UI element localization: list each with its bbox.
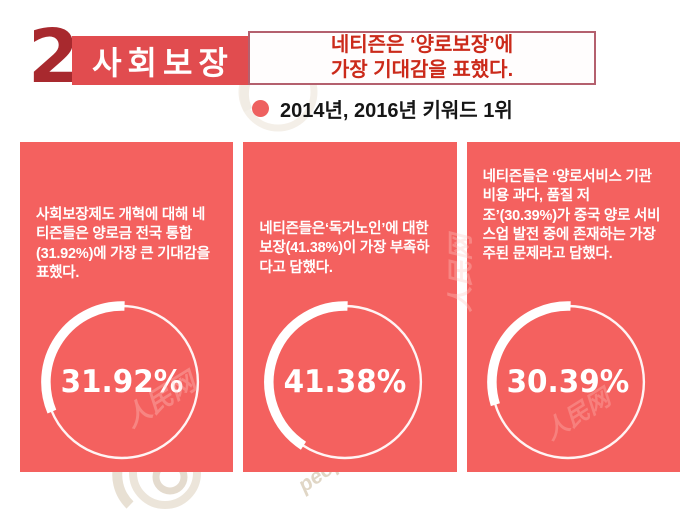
section-title: 사회보장 — [92, 44, 234, 81]
percent-value: 41.38% — [283, 364, 407, 400]
stat-cards: 사회보장제도 개혁에 대해 네티즌들은 양로금 전국 통합(31.92%)에 가… — [20, 142, 680, 472]
donut-gauge: 41.38% — [260, 297, 430, 467]
percent-value: 30.39% — [506, 364, 630, 400]
bullet-icon — [252, 100, 269, 117]
donut-gauge: 30.39% — [483, 297, 653, 467]
headline-line-1: 네티즌은 ‘양로보장’에 — [330, 34, 514, 56]
donut-gauge: 31.92% — [37, 297, 207, 467]
stat-card-service-cost-quality: 네티즌들은 ‘양로서비스 기관 비용 과다, 품질 저조’(30.39%)가 중… — [466, 142, 680, 472]
headline-box: 네티즌은 ‘양로보장’에 가장 기대감을 표했다. — [248, 31, 596, 85]
card-description: 네티즌들은 ‘양로서비스 기관 비용 과다, 품질 저조’(30.39%)가 중… — [482, 169, 661, 263]
stat-card-pension-unification: 사회보장제도 개혁에 대해 네티즌들은 양로금 전국 통합(31.92%)에 가… — [20, 142, 234, 472]
keyword-note: 2014년, 2016년 키워드 1위 — [280, 100, 513, 122]
donut-chart-icon — [487, 301, 646, 460]
card-description: 사회보장제도 개혁에 대해 네티즌들은 양로금 전국 통합(31.92%)에 가… — [36, 207, 210, 281]
stat-card-elderly-living-alone: 네티즌들은‘독거노인’에 대한 보장(41.38%)이 가장 부족하다고 답했다… — [243, 142, 457, 472]
percent-value: 31.92% — [60, 364, 183, 400]
section-number: 2 — [28, 14, 80, 100]
section-title-box: 사회보장 — [72, 36, 248, 85]
keyword-note-row: 2014년, 2016년 키워드 1위 — [252, 94, 513, 123]
donut-chart-icon — [264, 301, 423, 460]
headline-line-2: 가장 기대감을 표했다. — [330, 59, 514, 81]
card-description: 네티즌들은‘독거노인’에 대한 보장(41.38%)이 가장 부족하다고 답했다… — [259, 221, 430, 276]
